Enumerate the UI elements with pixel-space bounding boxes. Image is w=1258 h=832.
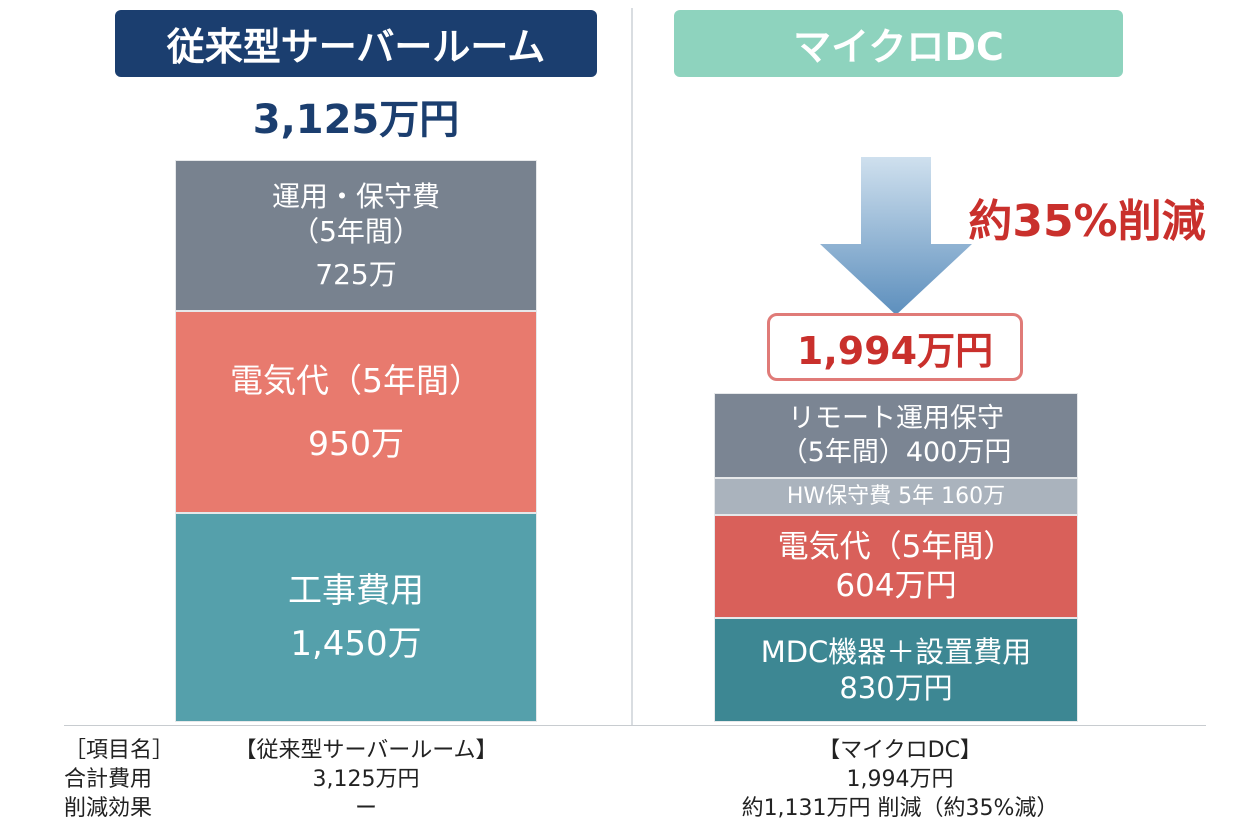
right-power-value: 604万円 xyxy=(835,567,957,604)
table-divider xyxy=(64,725,1206,726)
right-total-box: 1,994万円 xyxy=(767,313,1023,381)
right-remote-ops-line1: リモート運用保守 xyxy=(788,402,1004,434)
down-arrow-icon xyxy=(820,157,972,315)
left-power-label: 電気代（5年間） xyxy=(230,360,482,400)
left-title-banner: 従来型サーバールーム xyxy=(115,10,597,77)
left-segment-power: 電気代（5年間） 950万 xyxy=(175,311,537,513)
right-mdc-value: 830万円 xyxy=(839,671,953,705)
left-ops-label-line1: 運用・保守費 xyxy=(271,180,440,213)
left-col-reduction: ー xyxy=(354,796,377,821)
table-row-labels: ［項目名］ 合計費用 削減効果 xyxy=(64,736,214,823)
right-col-total: 1,994万円 xyxy=(846,767,954,792)
table-left-column: 【従来型サーバールーム】 3,125万円 ー xyxy=(216,736,516,823)
right-col-reduction: 約1,131万円 削減（約35%減） xyxy=(741,796,1059,821)
left-total: 3,125万円 xyxy=(252,97,460,143)
left-segment-ops: 運用・保守費 （5年間） 725万 xyxy=(175,160,537,311)
right-segment-mdc: MDC機器＋設置費用 830万円 xyxy=(714,618,1078,722)
row-label-total: 合計費用 xyxy=(64,767,153,792)
right-mdc-label: MDC機器＋設置費用 xyxy=(760,634,1032,669)
left-ops-value: 725万 xyxy=(315,258,397,291)
right-segment-hw-maintenance: HW保守費 5年 160万 xyxy=(714,478,1078,515)
reduction-label: 約35%削減 xyxy=(968,196,1206,247)
right-segment-power: 電気代（5年間） 604万円 xyxy=(714,515,1078,618)
left-construction-label: 工事費用 xyxy=(288,571,424,611)
left-col-header: 【従来型サーバールーム】 xyxy=(234,738,498,763)
right-remote-ops-line2: （5年間）400万円 xyxy=(780,436,1012,468)
left-col-total: 3,125万円 xyxy=(312,767,420,792)
left-segment-construction: 工事費用 1,450万 xyxy=(175,513,537,722)
row-label-reduction: 削減効果 xyxy=(64,796,153,821)
right-title-banner: マイクロDC xyxy=(674,10,1123,77)
column-divider xyxy=(631,8,633,726)
row-label-item: ［項目名］ xyxy=(64,738,175,763)
right-col-header: 【マイクロDC】 xyxy=(818,738,982,763)
left-ops-label-line2: （5年間） xyxy=(291,215,421,248)
left-construction-value: 1,450万 xyxy=(290,623,422,664)
left-power-value: 950万 xyxy=(308,424,404,463)
right-power-label: 電気代（5年間） xyxy=(777,528,1015,565)
right-hw-label: HW保守費 5年 160万 xyxy=(786,483,1006,509)
table-right-column: 【マイクロDC】 1,994万円 約1,131万円 削減（約35%減） xyxy=(690,736,1110,823)
right-segment-remote-ops: リモート運用保守 （5年間）400万円 xyxy=(714,393,1078,478)
